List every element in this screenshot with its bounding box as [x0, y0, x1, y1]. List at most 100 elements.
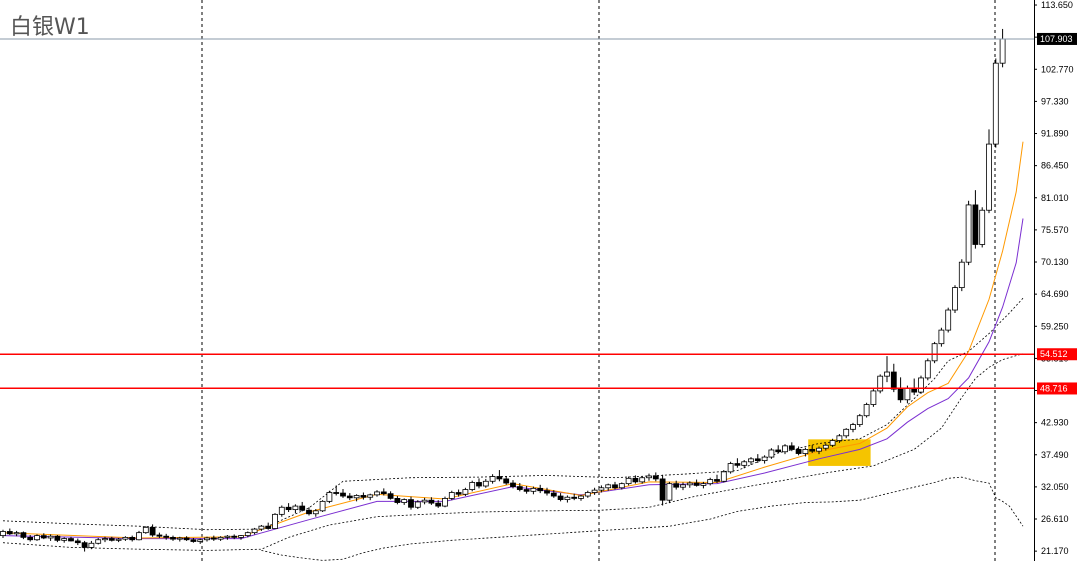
candle-2 — [13, 530, 20, 537]
candle-body — [306, 509, 312, 515]
candle-body — [510, 482, 516, 487]
candle-body — [462, 489, 469, 495]
candle-body — [414, 501, 421, 508]
candle-37 — [251, 527, 258, 535]
candle-body — [809, 448, 816, 452]
candle-135 — [918, 375, 924, 394]
candle-body — [550, 492, 557, 497]
candle-body — [680, 484, 686, 488]
candle-77 — [523, 486, 530, 494]
candle-body — [408, 499, 414, 508]
candle-body — [890, 371, 897, 390]
candle-body — [897, 388, 904, 401]
candle-body — [20, 532, 27, 538]
candle-117 — [795, 446, 802, 456]
candle-body — [54, 535, 61, 541]
candle-121 — [822, 443, 829, 451]
candle-71 — [482, 478, 489, 488]
candle-body — [251, 528, 258, 534]
candle-body — [394, 498, 401, 503]
candle-103 — [700, 481, 707, 489]
tick-label-9: 64.690 — [1041, 289, 1069, 299]
candle-107 — [727, 461, 734, 474]
candle-47 — [319, 500, 326, 512]
candle-body — [659, 478, 666, 501]
tick-label-3: 97.330 — [1041, 96, 1069, 106]
candle-0 — [0, 529, 6, 538]
candle-56 — [380, 488, 387, 496]
candle-55 — [374, 490, 380, 497]
candle-104 — [707, 477, 714, 486]
candle-body — [312, 510, 319, 515]
candle-body — [68, 538, 74, 542]
price-axis: 113.650108.210102.77097.33091.89086.4508… — [1034, 0, 1077, 561]
candle-body — [469, 482, 476, 490]
tick-label-2: 102.770 — [1041, 64, 1074, 74]
candle-body — [952, 287, 958, 311]
candle-body — [700, 483, 707, 486]
candle-94 — [639, 475, 646, 484]
candle-31 — [210, 535, 217, 541]
tick-label-4: 91.890 — [1041, 129, 1069, 139]
candle-body — [387, 493, 394, 499]
candle-83 — [564, 495, 571, 503]
candle-87 — [591, 487, 598, 495]
candle-body — [605, 484, 612, 489]
candle-body — [523, 489, 530, 492]
candle-body — [945, 309, 952, 331]
candle-body — [822, 444, 829, 449]
candle-body — [829, 440, 836, 446]
candle-body — [870, 390, 877, 405]
candle-body — [428, 499, 435, 504]
candle-body — [686, 482, 693, 486]
candle-body — [122, 536, 129, 540]
candle-93 — [632, 475, 639, 484]
candle-100 — [680, 482, 686, 491]
candle-body — [714, 479, 720, 482]
candle-body — [965, 204, 972, 263]
candle-25 — [170, 535, 176, 541]
candle-29 — [197, 538, 204, 544]
candle-body — [754, 458, 761, 462]
candle-body — [176, 537, 183, 540]
candle-76 — [516, 483, 523, 492]
candle-125 — [850, 422, 856, 433]
candle-65 — [442, 496, 448, 508]
candle-body — [0, 531, 6, 537]
candle-81 — [550, 490, 557, 498]
candle-body — [435, 502, 442, 507]
candle-72 — [489, 474, 496, 484]
candle-body — [931, 343, 938, 362]
candle-body — [727, 463, 734, 473]
candle-body — [734, 463, 741, 466]
candle-body — [6, 531, 13, 535]
candle-body — [843, 428, 850, 437]
candle-body — [877, 375, 884, 392]
tick-label-16: 26.610 — [1041, 514, 1069, 524]
candle-59 — [401, 498, 408, 505]
candle-body — [244, 532, 251, 537]
candle-106 — [720, 470, 727, 483]
candle-body — [578, 495, 584, 499]
candle-body — [761, 456, 768, 462]
candle-body — [884, 371, 890, 377]
candle-78 — [530, 486, 537, 495]
candle-body — [591, 489, 598, 493]
candle-1 — [6, 528, 13, 536]
candle-89 — [605, 483, 612, 491]
candle-body — [748, 458, 754, 463]
candle-body — [34, 535, 40, 541]
candle-body — [340, 492, 346, 497]
candle-body — [13, 532, 20, 535]
moving-averages — [2, 141, 1024, 540]
candle-body — [816, 447, 822, 452]
level-badge-1-bg — [1037, 382, 1077, 395]
candle-62 — [421, 497, 428, 505]
candle-120 — [816, 446, 822, 455]
candle-61 — [414, 500, 421, 510]
candle-80 — [544, 487, 550, 496]
candle-body — [210, 537, 217, 540]
candle-13 — [88, 540, 95, 550]
candle-body — [768, 449, 775, 458]
candle-body — [979, 209, 986, 245]
